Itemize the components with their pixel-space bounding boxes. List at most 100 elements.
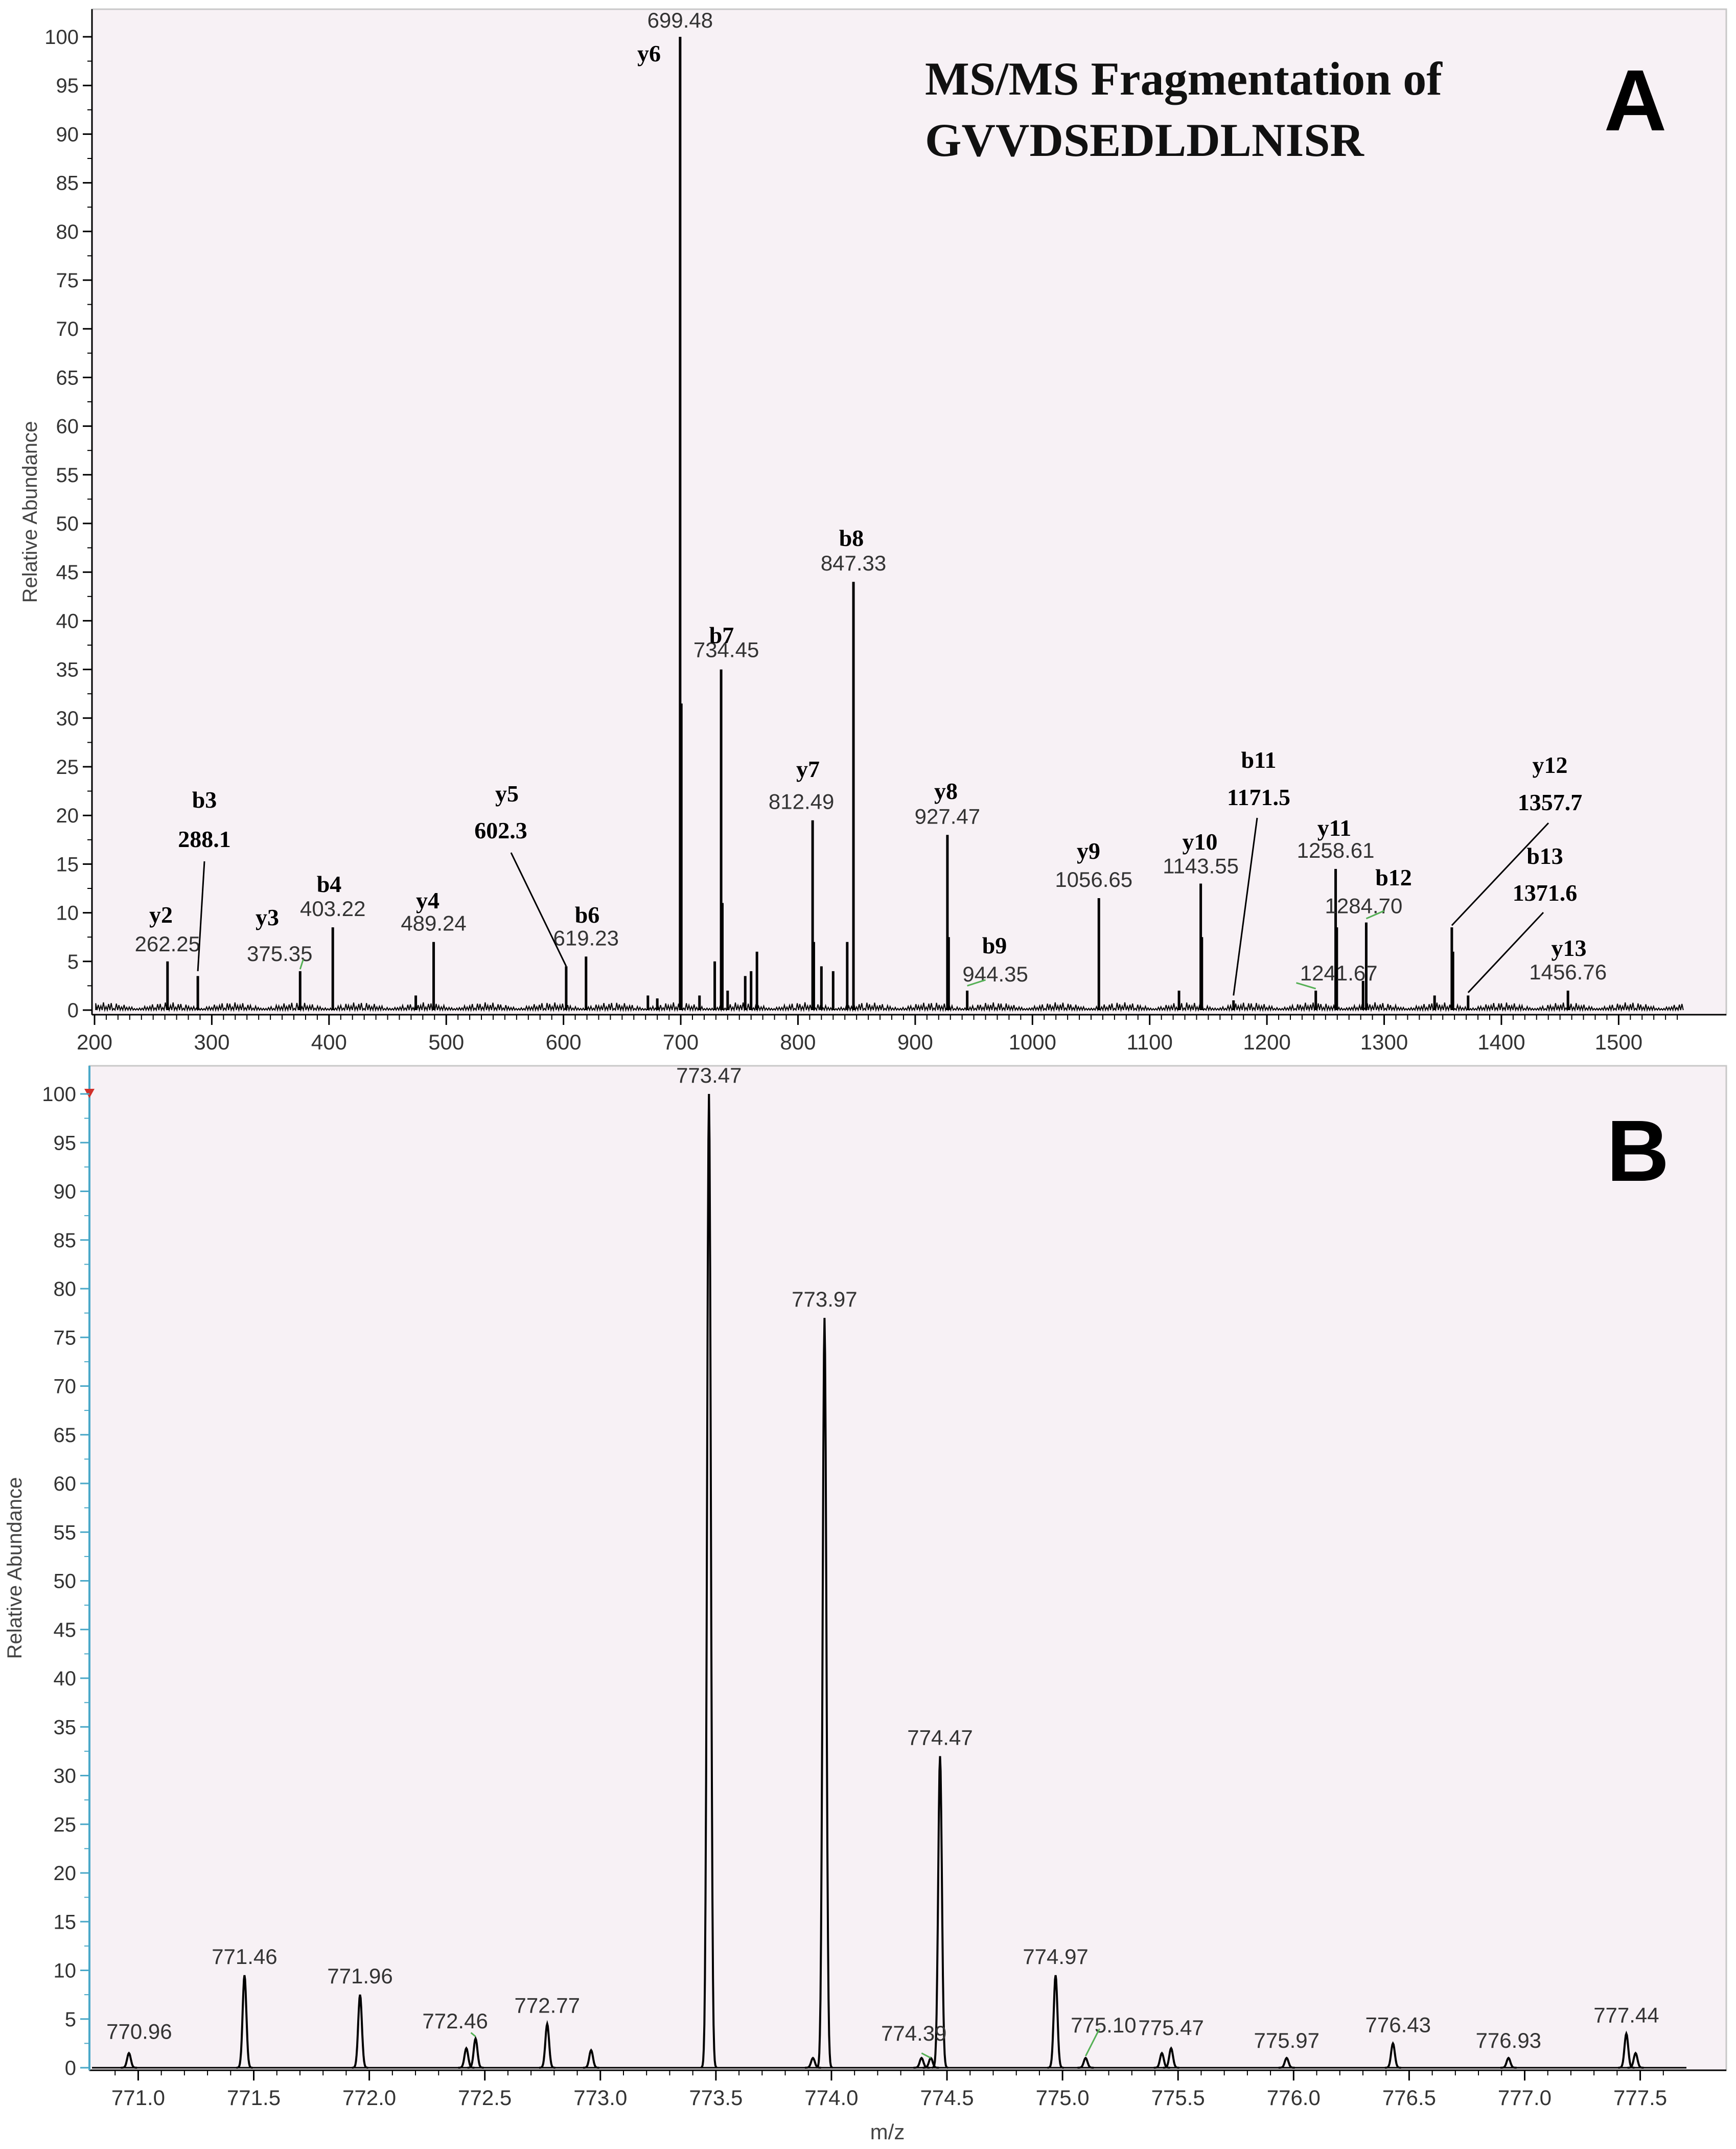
x-tick-label: 800 [780,1030,816,1054]
ion-label: b4 [317,871,342,897]
peak-label: 927.47 [915,804,980,828]
x-tick-label: 777.5 [1613,2086,1667,2110]
x-tick-label: 1400 [1477,1030,1525,1054]
x-axis-label: m/z [870,2120,905,2144]
peak-label: 776.93 [1476,2028,1541,2052]
spectrum-peak [352,1994,368,2069]
annotation-connector [967,979,986,987]
ion-label: b7 [709,622,734,648]
x-tick-label: 771.5 [227,2086,281,2110]
spectrum-peak [932,1756,948,2069]
x-tick-label: 1200 [1243,1030,1290,1054]
y-tick-label: 75 [54,1327,77,1349]
y-tick-label: 20 [54,1862,77,1885]
y-tick-label: 25 [54,1814,77,1836]
leader-line [1467,911,1544,993]
peak-label: 775.97 [1254,2028,1320,2052]
y-tick-label: 50 [56,513,79,535]
ion-mz-label: 1371.6 [1513,880,1578,906]
x-tick-label: 600 [546,1030,582,1054]
leader-line [510,852,567,967]
y-tick-label: 0 [67,999,79,1022]
x-tick-label: 300 [194,1030,229,1054]
peak-label: 771.46 [212,1945,277,1969]
x-tick-label: 777.0 [1498,2086,1552,2110]
y-tick-label: 85 [56,172,79,195]
ion-mz-label: 1357.7 [1518,789,1583,815]
x-tick-label: 1300 [1360,1030,1408,1054]
y-tick-label: 70 [54,1376,77,1398]
peak-label: 812.49 [769,790,834,814]
y-tick-label: 60 [56,416,79,438]
y-tick-label: 80 [54,1278,77,1300]
peak-label: 1143.55 [1163,854,1239,878]
annotation-connector [1296,982,1316,990]
spectrum-peak [700,1093,717,2069]
peak-label: 619.23 [553,926,619,950]
panel-letter: B [1607,1103,1670,1200]
ion-label: y6 [637,40,661,66]
y-tick-label: 45 [56,561,79,584]
peak-label: 770.96 [106,2019,172,2043]
ion-label: y7 [796,756,820,782]
peak-label: 1456.76 [1529,960,1607,984]
y-tick-label: 55 [54,1521,77,1544]
x-tick-label: 773.0 [573,2086,627,2110]
y-tick-label: 55 [56,464,79,487]
leader-line [197,861,205,971]
panel-b-chart: 0 5 10 15 20 25 30 35 40 45 50 55 60 65 70 75 80 85 90 95 10… [4,1063,1727,2144]
ion-label: b12 [1375,864,1412,890]
ion-label: y13 [1552,935,1587,961]
ion-label: y11 [1317,815,1351,841]
y-tick-label: 90 [54,1181,77,1203]
peak-label: 773.97 [792,1287,857,1311]
y-tick-label: 5 [65,2008,76,2031]
peak-label: 1258.61 [1297,838,1375,862]
x-tick-label: 776.0 [1267,2086,1321,2110]
y-tick-label: 65 [56,367,79,389]
spectrum-peak [816,1318,833,2069]
x-tick-label: 775.0 [1036,2086,1090,2110]
x-tick-label: 775.5 [1151,2086,1205,2110]
peak-label: 847.33 [821,551,886,575]
y-tick-label: 30 [54,1765,77,1788]
x-tick-label: 400 [311,1030,347,1054]
annotation-connector [1085,2028,1100,2056]
y-tick-label: 15 [54,1911,77,1933]
annotation-connector [1365,910,1385,920]
ion-label: y9 [1077,838,1100,864]
x-tick-label: 772.0 [342,2086,396,2110]
y-tick-label: 90 [56,123,79,146]
leader-line [1233,817,1258,996]
x-tick-label: 1500 [1595,1030,1642,1054]
ion-label: y8 [934,778,958,804]
ion-mz-label: 288.1 [178,826,231,852]
peak-label: 1056.65 [1055,867,1132,891]
spectrum-peak [1047,1975,1064,2069]
plot-background [88,1065,1727,2071]
y-tick-label: 75 [56,269,79,292]
peak-label: 777.44 [1593,2003,1659,2027]
ion-label: b13 [1526,843,1563,869]
ion-label: b11 [1241,747,1276,773]
ion-label: y5 [495,781,519,807]
y-tick-label: 100 [42,1083,76,1106]
y-tick-label: 65 [54,1424,77,1447]
ion-label: y4 [416,887,439,913]
ion-mz-label: 1171.5 [1227,784,1290,810]
ion-label: y12 [1533,752,1568,778]
y-axis-label: Relative Abundance [4,1477,26,1659]
y-tick-label: 35 [56,659,79,681]
y-tick-label: 40 [56,610,79,632]
x-tick-label: 500 [428,1030,464,1054]
x-tick-label: 771.0 [111,2086,165,2110]
peak-label: 772.77 [515,1993,580,2017]
y-tick-label: 40 [54,1667,77,1690]
x-tick-label: 772.5 [458,2086,512,2110]
panel-letter: A [1604,52,1667,149]
y-tick-label: 15 [56,853,79,876]
y-tick-label: 10 [56,902,79,925]
y-axis-label: Relative Abundance [19,421,41,603]
spectrum-peak [236,1975,253,2069]
